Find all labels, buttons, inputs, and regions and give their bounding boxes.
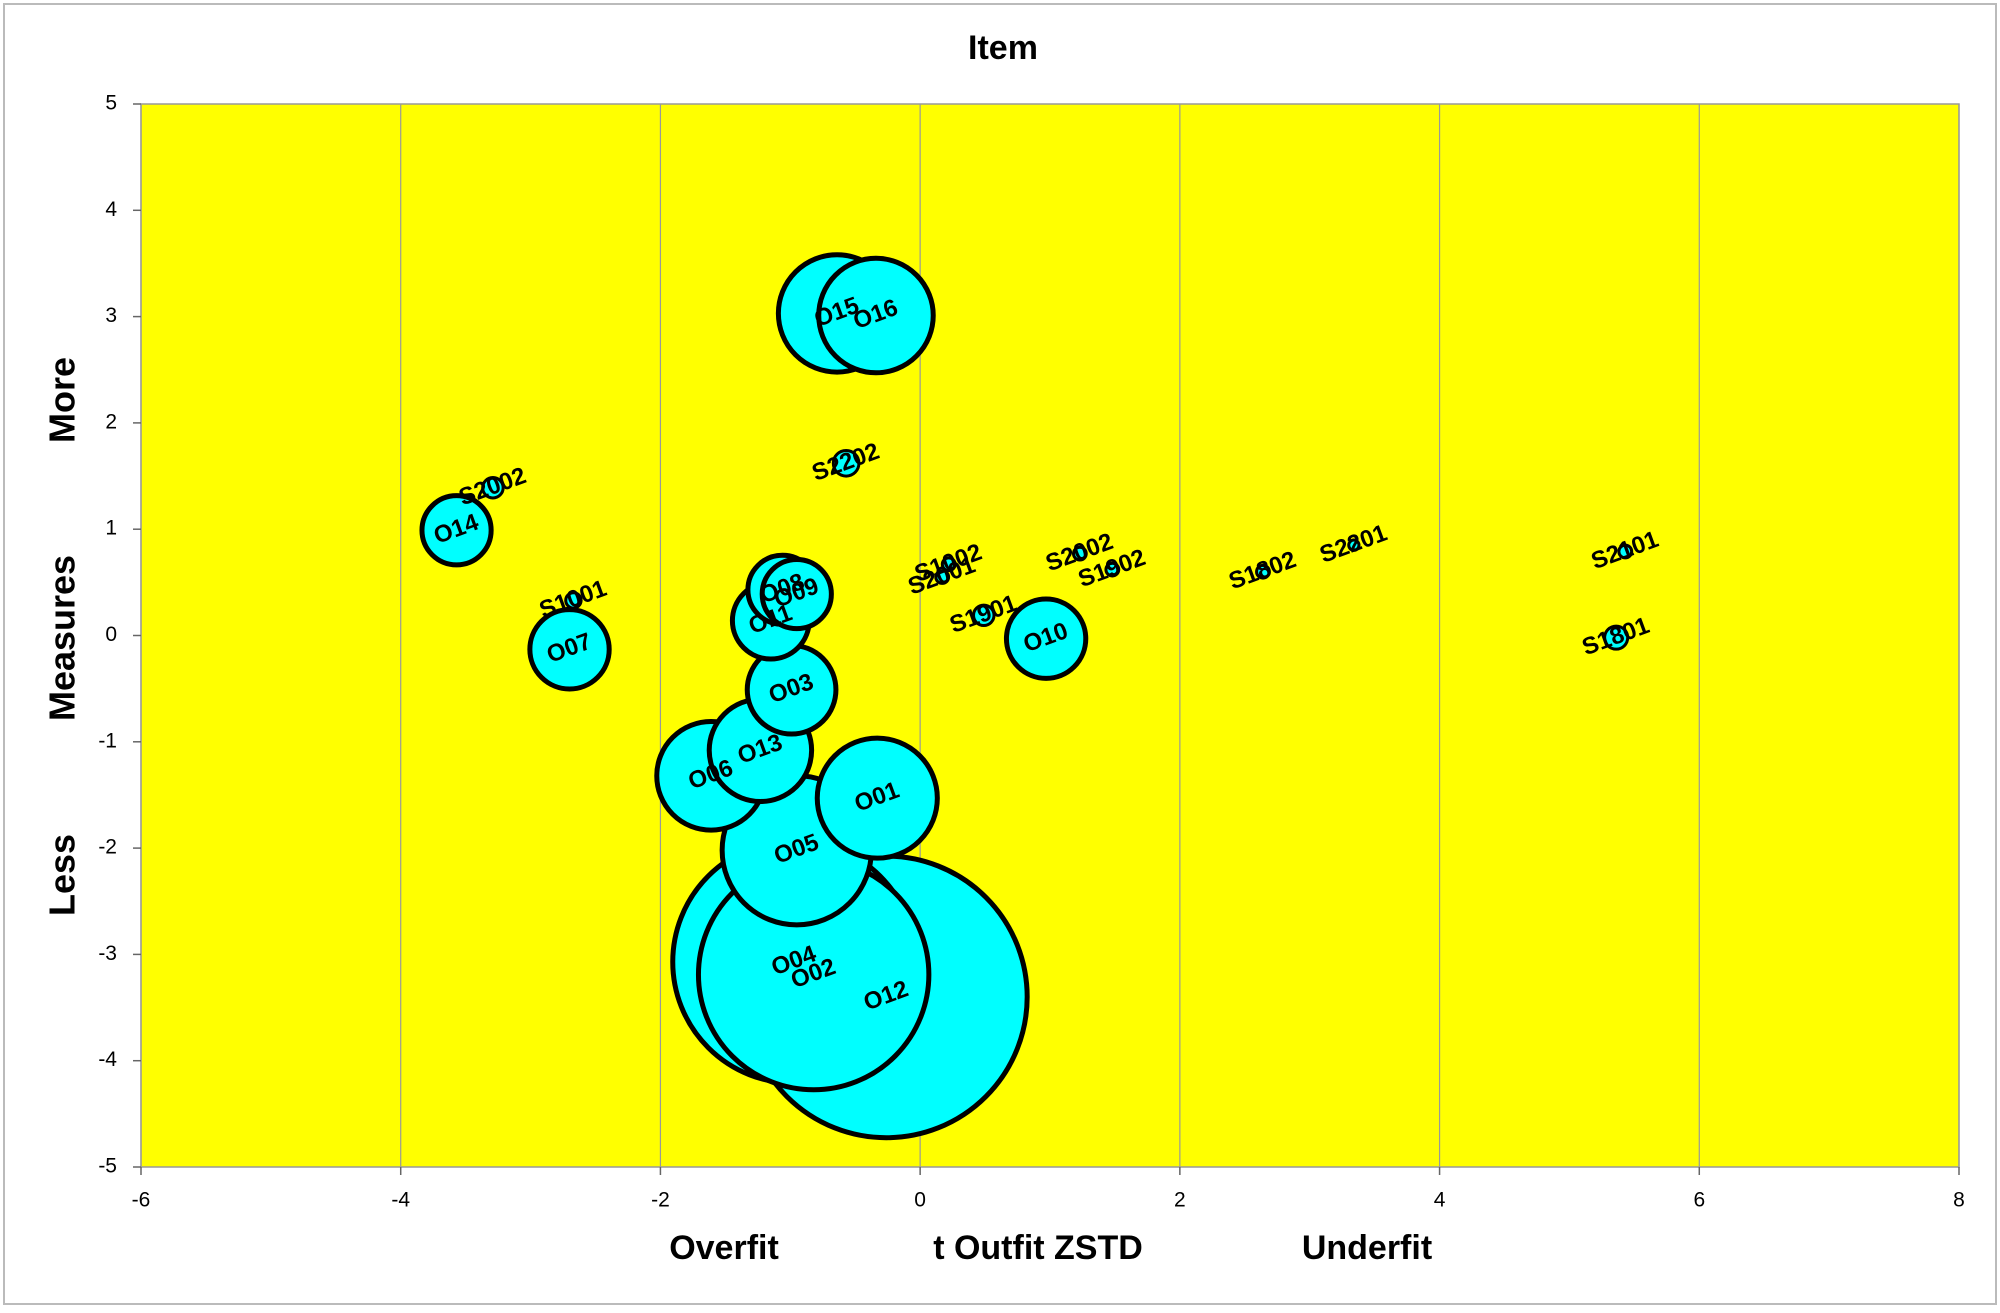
x-tick-label: -4 [391,1189,410,1212]
x-axis-label: Overfit [669,1229,779,1267]
x-tick-label: 0 [914,1189,926,1212]
x-tick-label: -6 [132,1189,151,1212]
y-tick-label: 1 [105,517,117,540]
x-axis-label: Underfit [1302,1229,1432,1267]
y-axis-label: More [42,357,83,443]
bubble [759,556,834,632]
x-tick-label: 2 [1174,1189,1186,1212]
y-tick-label: -2 [98,836,117,859]
y-tick-label: -1 [98,729,117,752]
chart-title: Item [968,29,1038,67]
y-tick-label: 5 [105,92,117,115]
y-tick-label: -5 [98,1155,117,1178]
bubble [814,735,940,861]
bubble [419,493,494,568]
y-tick-label: 3 [105,304,117,327]
bubble [1347,538,1361,552]
y-tick-label: -3 [98,942,117,965]
bubble [831,448,861,478]
y-axis-label: Less [42,834,83,916]
y-tick-label: 2 [105,410,117,433]
x-axis-label: t Outfit ZSTD [933,1229,1143,1267]
bubble [1003,596,1089,681]
bubble [1617,543,1634,560]
bubble [972,603,996,628]
bubble [1104,561,1121,578]
y-axis-label: Measures [42,555,83,721]
bubble [816,255,936,376]
x-tick-label: -2 [651,1189,670,1212]
bubble [481,476,505,500]
y-tick-label: 0 [105,623,117,646]
bubble [1255,563,1271,580]
x-tick-label: 6 [1693,1189,1705,1212]
bubble [934,569,951,585]
y-tick-label: -4 [98,1048,117,1071]
x-tick-label: 8 [1953,1189,1965,1212]
bubble [1071,545,1088,562]
x-tick-label: 4 [1434,1189,1446,1212]
bubble [564,591,583,610]
bubble [527,607,612,692]
y-tick-label: 4 [105,198,117,221]
bubble [940,556,957,573]
bubble [1603,624,1630,651]
